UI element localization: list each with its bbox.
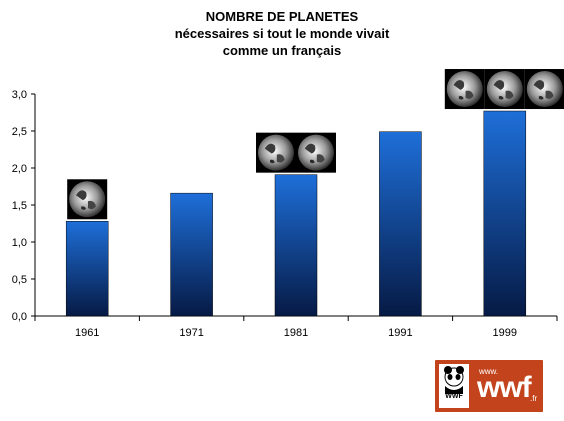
- panda-icon: [439, 364, 469, 408]
- axes: 0,0 0,5 1,0 1,5 2,0 2,5 3,0 1961 1971 1981 1991 199…: [12, 89, 558, 339]
- x-tick-label: 1981: [284, 327, 308, 339]
- bar-1999: [483, 110, 527, 317]
- planet-earth-icon: [296, 132, 336, 173]
- planet-earth-icon: [524, 69, 564, 110]
- y-tick-label: 0,0: [12, 311, 27, 323]
- chart-subtitle-line-1: nécessaires si tout le monde vivait: [174, 26, 390, 41]
- chart-title-block: NOMBRE DE PLANETES nécessaires si tout l…: [0, 8, 564, 59]
- y-tick-label: 0,5: [12, 274, 27, 286]
- panda-label: WWF: [445, 393, 463, 400]
- x-tick-label: 1991: [388, 327, 412, 339]
- bar-1961: [65, 221, 109, 317]
- planet-earth-icon: [67, 179, 108, 220]
- wwf-logo: WWF www. wwf .fr: [435, 360, 543, 412]
- planet-earth-icon: [484, 69, 525, 110]
- x-tick-label: 1999: [493, 327, 517, 339]
- chart-title: NOMBRE DE PLANETES: [205, 9, 359, 24]
- y-tick-label: 2,0: [12, 163, 27, 175]
- x-tick-label: 1961: [75, 327, 99, 339]
- planet-earth-icon: [444, 69, 485, 110]
- chart-subtitle-line-2: comme un français: [222, 43, 342, 58]
- bar-1981: [274, 174, 318, 317]
- planet-earth-icon: [256, 132, 296, 173]
- y-tick-label: 1,5: [12, 200, 27, 212]
- y-tick-label: 2,5: [12, 126, 27, 138]
- logo-name: wwf: [477, 371, 532, 404]
- planet-icons: [67, 69, 564, 220]
- y-tick-label: 1,0: [12, 237, 27, 249]
- bars: [65, 110, 527, 317]
- y-tick-label: 3,0: [12, 89, 27, 101]
- bar-1971: [170, 192, 213, 317]
- x-tick-label: 1971: [179, 327, 203, 339]
- bar-1991: [379, 131, 422, 317]
- logo-tld: .fr: [530, 394, 538, 403]
- logo-www: www.: [479, 367, 499, 376]
